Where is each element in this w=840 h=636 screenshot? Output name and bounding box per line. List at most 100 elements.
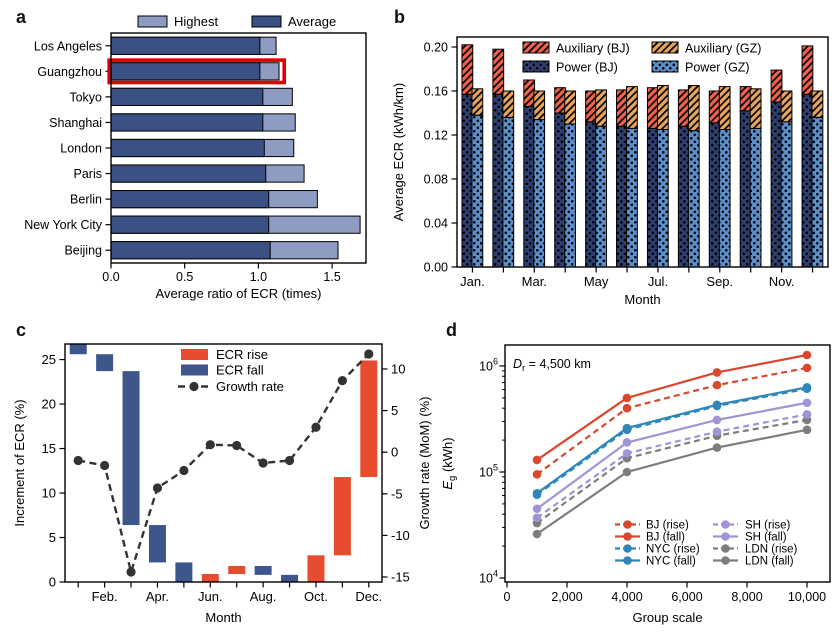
c-ylabel-right: Growth rate (MoM) (%) (417, 397, 432, 530)
c-xtick-feb: Feb. (92, 589, 118, 604)
panel-label-a: a (16, 7, 27, 27)
d-marker-sh-rise (532, 513, 542, 523)
b-ytick: 0.00 (424, 261, 448, 275)
c-xlabel: Month (205, 610, 241, 625)
a-bars (110, 36, 361, 260)
c-ytick-left: 15 (42, 441, 56, 456)
b-bar-aux-gz-oct (749, 88, 762, 129)
d-line-sh-rise (536, 413, 808, 519)
c-bar-rise-nov (333, 477, 351, 556)
c-legend-swatch-fall (181, 364, 208, 376)
b-bar-power-bj-aug (677, 125, 690, 268)
d-xtick: 2,000 (551, 590, 582, 604)
c-growth-marker-jan (73, 455, 83, 466)
b-bar-aux-bj-feb (492, 48, 505, 95)
b-bar-power-gz-oct (749, 127, 762, 268)
b-bar-aux-gz-mar (533, 90, 546, 121)
a-xtick: 0.0 (102, 270, 119, 284)
b-bar-power-gz-nov (780, 121, 793, 268)
c-growth-marker-jul (232, 440, 242, 451)
d-legend-marker-sh-rise (721, 520, 730, 529)
a-bar-average-new-york-city (110, 215, 270, 234)
panel-b-chart: Jan. Mar. May Jul. Sep. Nov. 0.00 0.04 0.08 0.12 0… (391, 36, 829, 307)
a-ytick-tokyo: Tokyo (69, 90, 102, 104)
d-xtick: 0 (504, 590, 511, 604)
a-xtick: 0.5 (176, 270, 193, 284)
b-bar-power-bj-jun (616, 125, 628, 268)
c-growth-marker-apr (152, 483, 163, 493)
c-growth-marker-jun (205, 440, 215, 450)
c-bar-fall-mar (122, 371, 140, 526)
c-bar-rise-oct (307, 555, 325, 582)
d-legend-marker-nyc-fall (623, 556, 632, 565)
c-bars (69, 344, 378, 582)
a-legend-label-average: Average (288, 14, 336, 29)
d-marker-bj-rise (712, 380, 722, 390)
c-bar-rise-dec (360, 360, 378, 478)
a-ytick-guangzhou: Guangzhou (37, 65, 102, 79)
d-legend-label-ldn-fall: LDN (fall) (745, 556, 794, 568)
b-bar-aux-bj-jun (616, 89, 628, 127)
d-ylabel: Eg (kWh) (440, 437, 458, 489)
c-bar-rise-jul (228, 565, 246, 574)
d-marker-nyc-rise (802, 384, 812, 394)
a-bar-average-london (110, 138, 265, 158)
b-bar-power-bj-oct (739, 110, 752, 268)
d-marker-bj-fall (712, 368, 722, 377)
b-bar-power-bj-feb (492, 93, 505, 268)
plot-frame (64, 343, 383, 583)
panel-d-chart: 104 105 106 0 2,000 4,000 6,000 8,000 10,000 Grou… (440, 344, 831, 625)
c-ylabel-left: Increment of ECR (%) (12, 399, 27, 526)
a-legend-swatch-highest (137, 15, 168, 28)
c-bar-rise-jun (201, 573, 219, 582)
d-legend-label-bj-rise: BJ (rise) (646, 520, 689, 532)
b-xtick-sep: Sep. (706, 274, 733, 289)
b-legend-label-power-gz: Power (GZ) (685, 61, 750, 75)
c-growth-marker-sep (284, 455, 295, 466)
c-xtick-jun: Jun. (198, 589, 223, 604)
c-ytick-left: 5 (49, 530, 56, 545)
b-bar-power-bj-jul (646, 127, 659, 268)
d-legend-label-ldn-rise: LDN (rise) (745, 544, 798, 556)
d-legend-marker-ldn-fall (721, 556, 730, 565)
d-legend-marker-bj-fall (623, 532, 632, 541)
b-ytick: 0.12 (424, 129, 448, 143)
d-ytick-10e4: 104 (479, 569, 498, 586)
b-legend-label-power-bj: Power (BJ) (556, 61, 618, 75)
b-bar-aux-gz-nov (780, 90, 793, 123)
b-bar-aux-gz-may (595, 89, 607, 127)
d-marker-bj-fall (622, 393, 632, 403)
c-ytick-right: -15 (391, 570, 410, 585)
d-line-bj-fall (536, 353, 808, 461)
c-bar-fall-aug (254, 565, 272, 575)
d-line-bj-rise (536, 366, 808, 476)
b-ytick: 0.20 (424, 41, 448, 55)
b-ytick: 0.08 (424, 173, 448, 187)
d-legend-marker-sh-fall (721, 532, 730, 541)
c-legend-label-rise: ECR rise (216, 347, 268, 362)
b-xtick-jan: Jan. (460, 274, 485, 289)
b-bar-power-gz-aug (687, 130, 700, 268)
c-growth-marker-oct (311, 422, 321, 432)
b-bar-power-gz-jun (626, 127, 638, 268)
c-legend-marker-growth (189, 381, 199, 392)
a-bar-average-paris (110, 164, 267, 183)
b-bar-aux-gz-aug (687, 85, 700, 132)
a-legend-swatch-average (251, 15, 282, 28)
b-bar-power-gz-jan (471, 114, 484, 268)
c-growth-marker-dec (364, 349, 374, 359)
b-xtick-jul: Jul. (648, 274, 668, 289)
d-marker-bj-fall (532, 455, 542, 465)
a-ytick-los-angeles: Los Angeles (34, 39, 102, 53)
b-bar-power-bj-nov (770, 101, 783, 268)
b-legend-label-auxiliary-gz: Auxiliary (GZ) (685, 42, 761, 56)
b-bar-aux-gz-sep (718, 86, 731, 130)
a-highlight-box (107, 58, 287, 85)
d-marker-bj-rise (622, 403, 632, 413)
c-bar-fall-sep (281, 574, 299, 582)
b-bar-aux-gz-feb (502, 90, 515, 118)
d-legend-label-nyc-fall: NYC (fall) (646, 556, 696, 568)
panel-label-b: b (394, 7, 405, 27)
